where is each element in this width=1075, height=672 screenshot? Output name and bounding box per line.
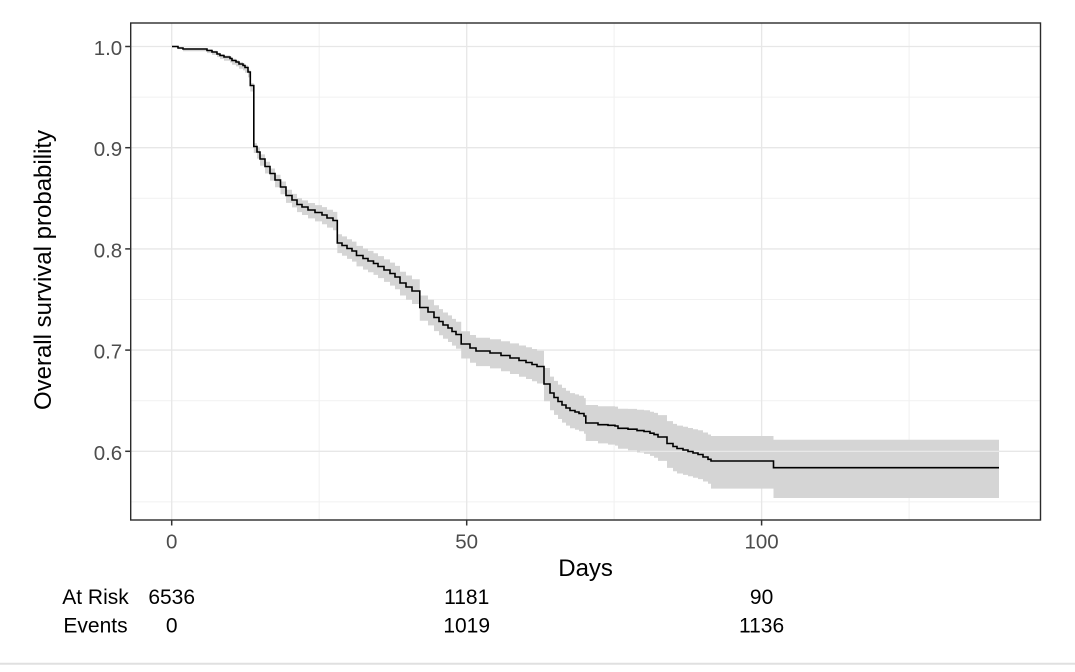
svg-text:At Risk: At Risk (62, 586, 129, 609)
svg-text:Days: Days (558, 555, 613, 582)
svg-text:100: 100 (744, 531, 778, 554)
svg-text:90: 90 (750, 586, 773, 609)
svg-text:1019: 1019 (443, 615, 490, 638)
svg-text:Overall survival probability: Overall survival probability (30, 130, 57, 410)
svg-text:6536: 6536 (148, 586, 195, 609)
svg-text:Events: Events (63, 615, 127, 638)
svg-text:1181: 1181 (444, 586, 489, 609)
svg-text:0.8: 0.8 (94, 239, 123, 262)
svg-text:1.0: 1.0 (94, 37, 123, 60)
svg-text:0.9: 0.9 (94, 138, 123, 161)
svg-text:50: 50 (455, 531, 478, 554)
svg-text:0: 0 (166, 531, 177, 554)
svg-text:0.7: 0.7 (94, 341, 123, 364)
svg-text:0.6: 0.6 (94, 442, 123, 465)
svg-text:0: 0 (166, 615, 178, 638)
svg-text:1136: 1136 (739, 615, 784, 638)
